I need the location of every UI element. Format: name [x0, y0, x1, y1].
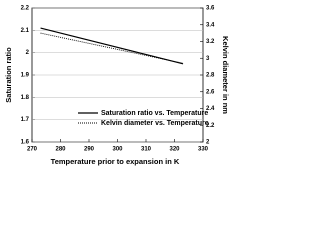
y-axis-label: Saturation ratio [4, 47, 13, 103]
y-tick-label: 1.6 [21, 140, 30, 146]
y-tick-label: 2 [26, 50, 30, 56]
y2-tick-label: 2.6 [206, 89, 215, 95]
legend-label: Kelvin diameter vs. Temperature [101, 120, 209, 127]
y2-tick-label: 2.4 [206, 106, 215, 112]
x-tick-label: 270 [27, 147, 38, 153]
x-tick-label: 320 [169, 147, 180, 153]
series-line [40, 27, 184, 65]
y2-tick-label: 2.8 [206, 73, 215, 79]
y2-tick-label: 3.6 [206, 6, 215, 12]
y2-tick-label: 3 [206, 56, 210, 62]
x-tick-label: 280 [55, 147, 66, 153]
y-tick-label: 2.2 [21, 6, 30, 12]
y2-tick-label: 3.2 [206, 39, 215, 45]
legend-label: Saturation ratio vs. Temperature [101, 110, 208, 117]
series-line [40, 32, 184, 64]
x-tick-label: 300 [112, 147, 123, 153]
y2-tick-label: 3.4 [206, 22, 215, 28]
y2-tick-label: 2.2 [206, 123, 215, 129]
x-tick-label: 310 [141, 147, 152, 153]
y-tick-label: 1.8 [21, 95, 30, 101]
y2-tick-label: 2 [206, 140, 210, 146]
x-axis-label: Temperature prior to expansion in K [51, 157, 180, 166]
x-tick-label: 290 [84, 147, 95, 153]
chart: Temperature prior to expansion in K Satu… [4, 6, 230, 166]
y-tick-label: 1.7 [21, 117, 30, 123]
y2-axis-label: Kelvin diameter in nm [221, 36, 230, 114]
y-tick-label: 1.9 [21, 73, 30, 79]
y-tick-label: 2.1 [21, 28, 30, 34]
x-tick-label: 330 [198, 147, 209, 153]
